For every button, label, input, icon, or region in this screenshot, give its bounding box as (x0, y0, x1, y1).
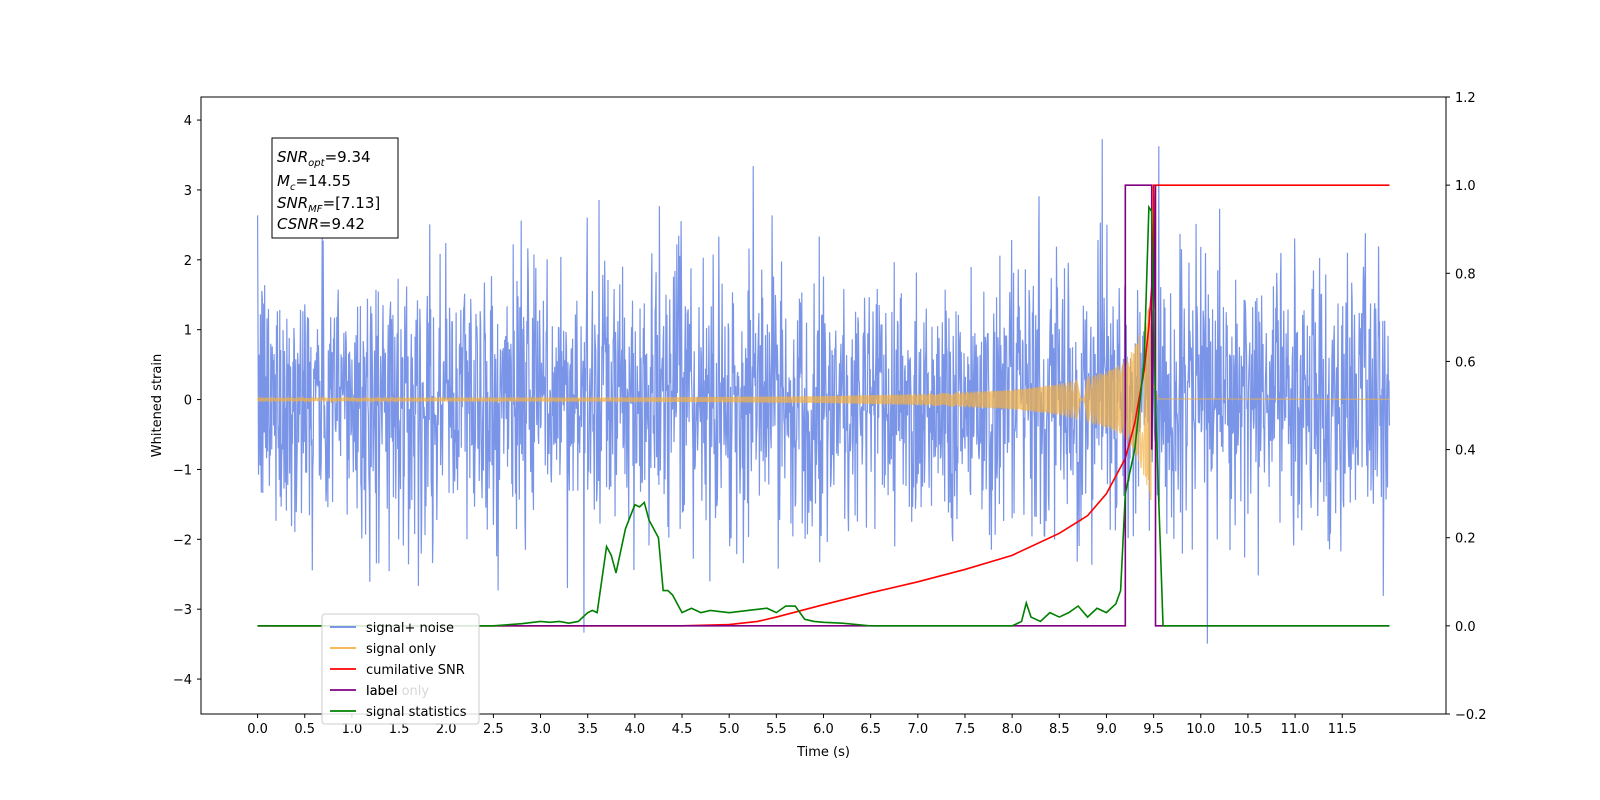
y-right-tick-label: 0.2 (1455, 532, 1476, 547)
info-snr-mf: SNRMF=[7.13] (277, 194, 380, 215)
x-tick-label: 8.0 (1002, 722, 1023, 737)
y-left-tick-label: −1 (173, 463, 192, 478)
x-tick-label: 9.0 (1096, 722, 1117, 737)
y-left-tick-label: −3 (173, 603, 192, 618)
legend-frame (321, 613, 480, 725)
y-right-tick-label: 0.6 (1455, 355, 1476, 370)
x-tick-label: 7.0 (907, 722, 928, 737)
y-right-tick-label: 0.0 (1455, 620, 1476, 635)
y-left-tick-label: 2 (184, 254, 192, 269)
legend-entry-label: signal+ noise (366, 621, 454, 636)
x-tick-label: 1.0 (342, 722, 363, 737)
x-tick-label: 4.0 (625, 722, 646, 737)
x-tick-label: 2.5 (483, 722, 504, 737)
info-csnr: CSNR=9.42 (277, 215, 365, 233)
info-snr-opt: SNRopt=9.34 (277, 148, 371, 169)
series-signal-statistics-line (257, 204, 1390, 627)
axes: 0.0 0.5 1.0 1.5 2.0 2.5 3.0 3.5 4.0 4.5 5.0 5.5 6.0 6… (150, 91, 1487, 760)
x-tick-label: 10.5 (1233, 722, 1262, 737)
info-box: SNRopt=9.34 Mc=14.55 SNRMF=[7.13] CSNR=9… (271, 137, 399, 239)
legend-entry-label: label (366, 684, 397, 699)
series-signal-only-line (256, 296, 1390, 501)
x-tick-label: 10.0 (1186, 722, 1215, 737)
series-label-line (257, 184, 1390, 627)
x-tick-label: 6.5 (860, 722, 881, 737)
series-cumulative-snr-line (257, 184, 1390, 627)
y-axis-label: Whitened strain (150, 354, 165, 457)
legend-entry-label: label (366, 684, 397, 699)
x-tick-label: 6.0 (813, 722, 834, 737)
x-tick-label: 8.5 (1049, 722, 1070, 737)
y-right-tick-label: 0.8 (1455, 267, 1476, 282)
x-tick-label: 9.5 (1143, 722, 1164, 737)
x-axis-label: Time (s) (796, 745, 850, 760)
y-right-tick-label: 1.0 (1455, 179, 1476, 194)
x-tick-label: 0.0 (247, 722, 268, 737)
x-tick-label: 4.5 (672, 722, 693, 737)
y-right-tick-label: −0.2 (1455, 708, 1487, 723)
y-left-tick-label: −4 (173, 673, 192, 688)
x-tick-label: 3.5 (577, 722, 598, 737)
legend-entry-label: cumilative SNR (366, 663, 465, 678)
x-tick-label: 5.0 (719, 722, 740, 737)
y-left-tick-label: 4 (184, 114, 192, 129)
legend-entry-label: signal statistics (366, 705, 467, 720)
y-right-tick-label: 1.2 (1455, 91, 1476, 106)
x-tick-label: 0.5 (294, 722, 315, 737)
info-box-frame (271, 137, 399, 239)
legend-entry-label: signal only (366, 642, 436, 657)
x-tick-label: 11.0 (1281, 722, 1310, 737)
plot-area (256, 139, 1391, 644)
x-tick-label: 3.0 (530, 722, 551, 737)
info-mc: Mc=14.55 (277, 172, 351, 193)
x-tick-label: 5.5 (766, 722, 787, 737)
series-signal-noise-line (256, 139, 1391, 644)
legend: signal+ noise signal only cumilative SNR la… (321, 613, 480, 725)
x-tick-label: 2.0 (436, 722, 457, 737)
y-left-tick-label: 3 (184, 184, 192, 199)
y-right-tick-label: 0.4 (1455, 444, 1476, 459)
legend-entry-label-ghost: label only (366, 684, 429, 699)
x-tick-label: 7.5 (955, 722, 976, 737)
x-tick-label: 11.5 (1328, 722, 1357, 737)
y-left-tick-label: 1 (184, 324, 192, 339)
y-left-tick-label: 0 (184, 394, 192, 409)
y-left-tick-label: −2 (173, 533, 192, 548)
x-tick-label: 1.5 (389, 722, 410, 737)
